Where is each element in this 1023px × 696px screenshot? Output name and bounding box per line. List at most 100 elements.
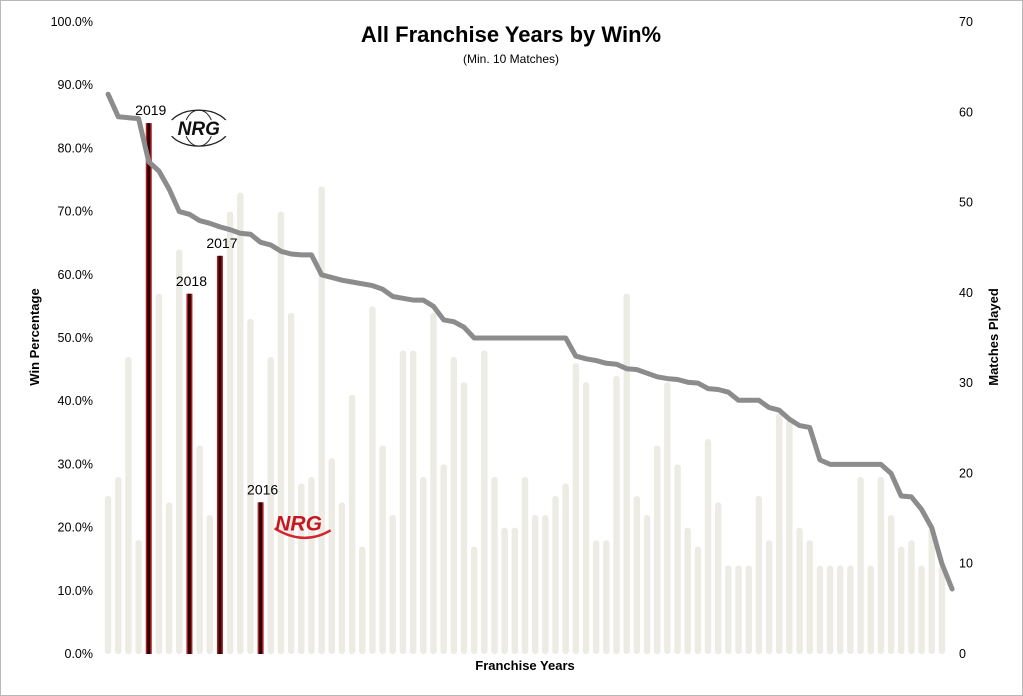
bar — [542, 514, 549, 654]
bar — [115, 477, 122, 654]
bar — [298, 483, 305, 654]
bar — [684, 527, 691, 654]
bar — [308, 477, 315, 654]
y2-axis-ticks: 0 10 20 30 40 50 60 70 — [959, 15, 973, 661]
bar — [725, 565, 732, 654]
bar — [633, 496, 641, 654]
y-axis-ticks: 0.0% 10.0% 20.0% 30.0% 40.0% 50.0% 60.0% 70.0% 8… — [51, 15, 93, 661]
bar — [806, 540, 813, 654]
bar — [877, 477, 885, 654]
y2-tick-label: 0 — [959, 647, 966, 661]
bar — [552, 496, 559, 654]
y2-tick-label: 60 — [959, 105, 973, 119]
bar — [664, 382, 671, 654]
logos-group: NRG NRG — [167, 109, 332, 540]
chart-subtitle: (Min. 10 Matches) — [463, 52, 559, 66]
bars-group — [104, 123, 946, 655]
bar — [592, 540, 600, 654]
bar — [125, 356, 132, 654]
y-axis-label: Win Percentage — [27, 288, 42, 385]
bar — [176, 249, 183, 654]
bar — [287, 312, 295, 654]
swoosh-icon — [273, 527, 332, 540]
bar — [562, 483, 569, 654]
bar — [715, 502, 722, 654]
bar — [481, 350, 488, 654]
y2-tick-label: 30 — [959, 376, 973, 390]
y-tick-label: 0.0% — [65, 647, 94, 661]
bar — [155, 293, 163, 654]
y-tick-label: 100.0% — [51, 15, 93, 29]
line-group — [105, 91, 955, 592]
bar — [338, 502, 346, 654]
bar — [786, 420, 793, 654]
y2-tick-label: 50 — [959, 196, 973, 210]
highlight-label: 2016 — [247, 481, 278, 497]
y-tick-label: 90.0% — [58, 78, 93, 92]
highlight-label: 2017 — [206, 235, 237, 251]
highlight-label: 2018 — [176, 273, 207, 289]
highlight-bar-core — [259, 502, 263, 654]
bar — [765, 540, 773, 654]
bar — [369, 306, 376, 654]
bar — [226, 211, 234, 654]
bar — [359, 546, 366, 654]
y-tick-label: 30.0% — [58, 457, 93, 471]
bar — [938, 565, 946, 654]
bar — [826, 565, 834, 654]
y-tick-label: 40.0% — [58, 394, 93, 408]
y-tick-label: 80.0% — [58, 141, 93, 155]
bar — [776, 413, 783, 654]
bar — [613, 375, 620, 654]
bar — [328, 458, 335, 654]
bar — [501, 527, 508, 654]
bar — [928, 527, 935, 654]
bar — [348, 394, 356, 654]
bar — [277, 211, 285, 654]
bar — [206, 514, 213, 654]
highlight-bar-core — [218, 255, 222, 654]
matches-played-line — [105, 91, 955, 592]
bar — [196, 445, 203, 654]
annotations-group: 2019 2018 2017 2016 — [135, 102, 278, 497]
bar — [643, 514, 651, 654]
y-tick-label: 70.0% — [58, 205, 93, 219]
bar — [318, 186, 325, 654]
bar — [653, 445, 661, 654]
bar — [409, 350, 417, 654]
bar — [816, 565, 824, 654]
bar — [165, 502, 173, 654]
bar — [511, 527, 519, 654]
bar — [572, 363, 580, 654]
y2-tick-label: 70 — [959, 15, 973, 29]
bar — [430, 312, 437, 654]
bar — [237, 192, 244, 654]
bar — [104, 496, 112, 654]
nrg-logo-2016: NRG — [275, 512, 322, 535]
bar — [470, 546, 478, 654]
bar — [491, 477, 498, 654]
bar — [399, 350, 407, 654]
nrg-logo-2019: NRG — [178, 119, 220, 140]
y-tick-label: 60.0% — [58, 268, 93, 282]
y2-tick-label: 40 — [959, 286, 973, 300]
y2-tick-label: 10 — [959, 557, 973, 571]
y-tick-label: 10.0% — [58, 584, 93, 598]
x-axis-label: Franchise Years — [475, 658, 575, 673]
chart-title: All Franchise Years by Win% — [361, 22, 661, 47]
bar — [847, 565, 854, 654]
bar — [267, 356, 274, 654]
y-tick-label: 20.0% — [58, 521, 93, 535]
y2-tick-label: 20 — [959, 466, 973, 480]
bar — [837, 565, 844, 654]
y2-axis-label: Matches Played — [986, 288, 1001, 386]
bar — [450, 356, 458, 654]
bar — [389, 514, 397, 654]
highlight-label: 2019 — [135, 102, 166, 118]
bar — [674, 464, 681, 654]
bar — [867, 565, 874, 654]
bar — [908, 540, 915, 654]
bar — [918, 565, 925, 654]
logo-band — [167, 120, 230, 137]
